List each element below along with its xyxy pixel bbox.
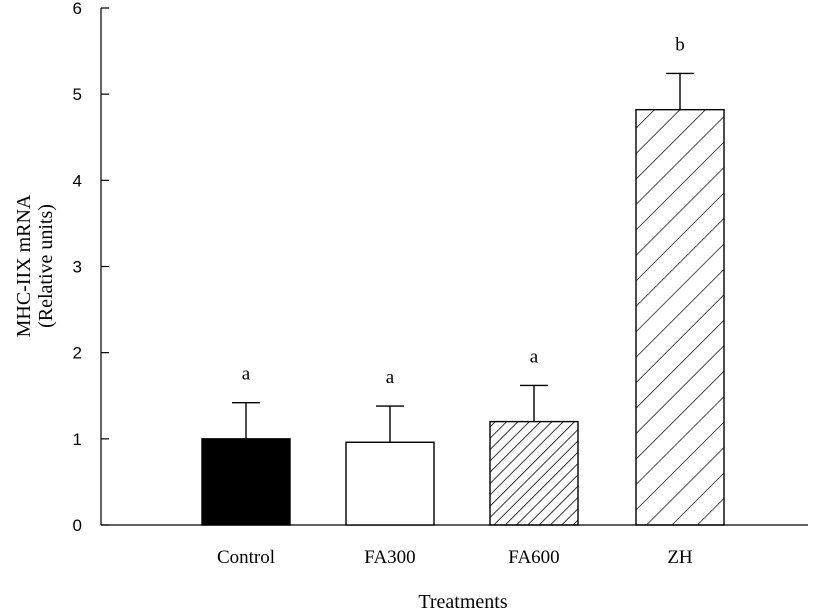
significance-letters: a a a b [242,34,685,388]
y-axis-title: MHC-IIX mRNA (Relative units) [13,194,57,337]
bar-control [201,438,291,526]
y-tick-label-4: 4 [73,171,82,190]
bar-fa600 [489,420,579,526]
category-label-zh: ZH [667,547,693,568]
error-bars [232,72,694,443]
y-tick-label-5: 5 [73,85,82,104]
category-label-fa600: FA600 [508,547,559,568]
y-tick-label-6: 6 [73,0,82,18]
bar-zh [635,108,725,526]
sig-label-fa300: a [386,367,395,388]
y-tick-label-3: 3 [73,258,82,277]
sig-label-zh: b [675,34,685,55]
y-tick-label-2: 2 [73,344,82,363]
sig-label-control: a [242,364,251,385]
bar-fa300 [345,441,435,526]
y-ticks: 0 1 2 3 4 5 6 [73,0,109,535]
x-axis-title: Treatments [418,591,507,613]
sig-label-fa600: a [530,346,539,367]
category-label-control: Control [217,547,275,568]
y-tick-label-0: 0 [73,516,82,535]
y-axis-title-line-2: (Relative units) [35,204,57,328]
y-tick-label-1: 1 [73,430,82,449]
bars [201,108,725,526]
y-axis-title-line-1: MHC-IIX mRNA [13,194,35,337]
category-labels: Control FA300 FA600 ZH [217,547,693,568]
category-label-fa300: FA300 [364,547,415,568]
